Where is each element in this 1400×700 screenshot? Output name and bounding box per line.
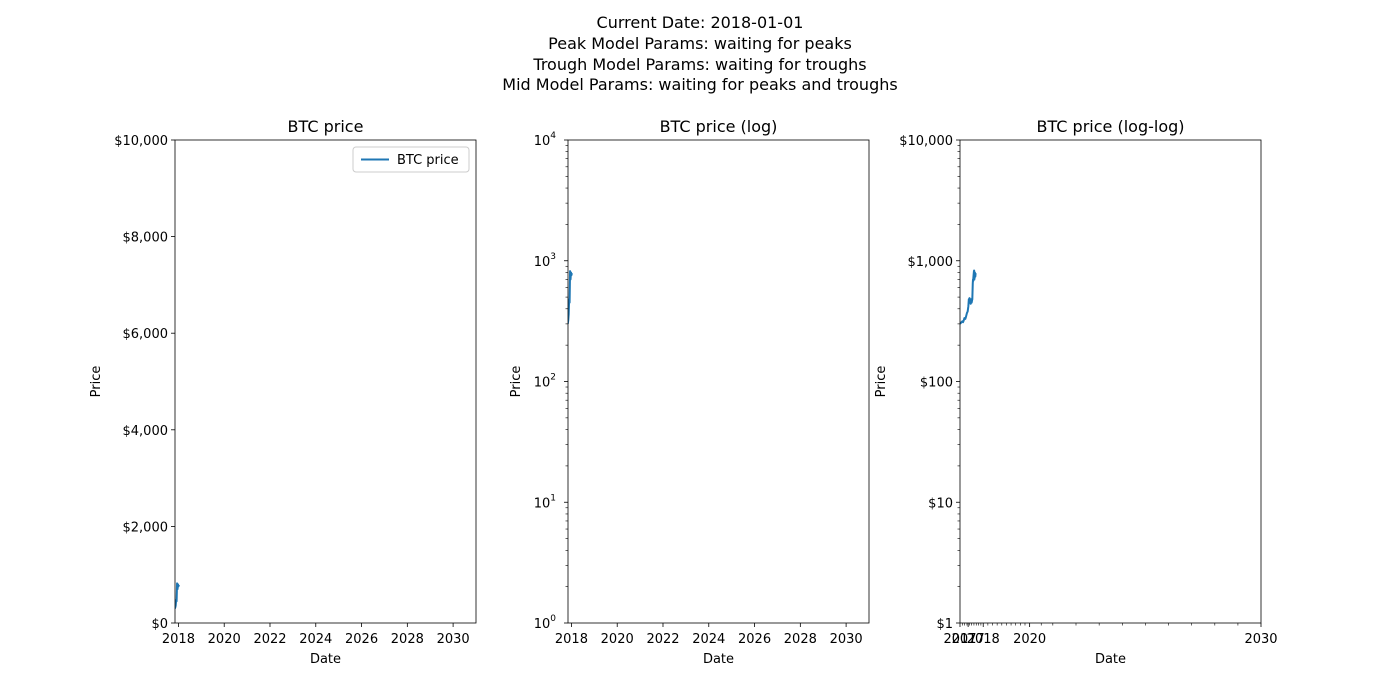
y-tick-exponent: 3: [550, 252, 556, 262]
y-tick-exponent: 1: [550, 493, 556, 503]
chart-btc-price: BTC price 2018 2020 2022 2024 2026 2028 2030 $0 $…: [89, 117, 477, 667]
x-tick-label: 2030: [1244, 632, 1277, 647]
axes-title: BTC price: [288, 117, 364, 136]
x-tick-label: 2030: [830, 632, 863, 647]
y-tick-label: 103: [534, 252, 556, 270]
y-tick-base: 10: [534, 617, 551, 632]
x-tick-label: 2020: [1013, 632, 1046, 647]
x-tick-label: 2018: [967, 632, 1000, 647]
x-tick-label: 2017: [952, 632, 985, 647]
axes-title: BTC price (log): [660, 117, 778, 136]
y-tick-label: $4,000: [123, 424, 169, 439]
y-tick-label: $6,000: [123, 327, 169, 342]
y-tick-base: 10: [534, 496, 551, 511]
y-axis-label: Price: [874, 366, 889, 398]
y-axis-label: Price: [89, 366, 104, 398]
y-axis-label: Price: [509, 366, 524, 398]
x-tick-label: 2030: [437, 632, 470, 647]
x-tick-label: 2024: [692, 632, 725, 647]
y-tick-label: $0: [151, 617, 168, 632]
y-tick-label: $1,000: [908, 255, 954, 270]
y-tick-label: $100: [920, 376, 953, 391]
suptitle-line-current-date: Current Date: 2018-01-01: [597, 13, 804, 32]
y-tick-label: $1: [936, 617, 953, 632]
series-line-btc-price: [960, 269, 977, 325]
x-tick-label: 2020: [601, 632, 634, 647]
series-line-btc-price: [175, 582, 180, 609]
legend-frame: [352, 146, 470, 173]
axes-frame: [174, 139, 477, 624]
y-tick-label: 101: [534, 493, 556, 511]
y-tick-exponent: 2: [550, 373, 556, 383]
y-tick-exponent: 4: [550, 131, 556, 141]
axes-title: BTC price (log-log): [1036, 117, 1184, 136]
chart-btc-price-log: BTC price (log) 2018 2020 2022 2024 2026 2028 2…: [509, 117, 870, 667]
y-tick-exponent: 0: [550, 614, 556, 624]
axes-frame: [959, 139, 1262, 624]
x-tick-label: 2018: [162, 632, 195, 647]
suptitle-line-mid-params: Mid Model Params: waiting for peaks and …: [502, 75, 897, 94]
y-tick-base: 10: [534, 376, 551, 391]
x-tick-label: 2017: [943, 632, 976, 647]
legend-label: BTC price: [397, 153, 459, 168]
x-axis-label: Date: [703, 652, 734, 667]
x-tick-label: 2028: [391, 632, 424, 647]
y-tick-label: 100: [534, 614, 557, 632]
x-tick-label: 2018: [555, 632, 588, 647]
y-tick-label: $10,000: [899, 134, 953, 149]
y-tick-label: 102: [534, 373, 556, 391]
y-tick-label: $2,000: [123, 520, 169, 535]
suptitle-line-trough-params: Trough Model Params: waiting for troughs: [532, 55, 866, 74]
x-axis-label: Date: [1095, 652, 1126, 667]
x-tick-label: 2020: [208, 632, 241, 647]
x-axis-label: Date: [310, 652, 341, 667]
y-tick-label: $8,000: [123, 231, 169, 246]
y-tick-label: $10: [928, 496, 953, 511]
y-tick-base: 10: [534, 255, 551, 270]
y-tick-label: 104: [534, 131, 557, 149]
legend: BTC price: [352, 146, 470, 173]
y-tick-base: 10: [534, 134, 551, 149]
y-tick-label: $10,000: [114, 134, 168, 149]
axes-frame: [567, 139, 870, 624]
suptitle-line-peak-params: Peak Model Params: waiting for peaks: [548, 34, 852, 53]
suptitle: Current Date: 2018-01-01 Peak Model Para…: [502, 13, 897, 94]
x-tick-label: 2028: [784, 632, 817, 647]
x-tick-label: 2022: [646, 632, 679, 647]
x-tick-label: 2026: [345, 632, 378, 647]
x-tick-label: 2026: [738, 632, 771, 647]
x-tick-label: 2022: [253, 632, 286, 647]
series-line-btc-price: [568, 270, 573, 325]
x-tick-label: 2024: [299, 632, 332, 647]
